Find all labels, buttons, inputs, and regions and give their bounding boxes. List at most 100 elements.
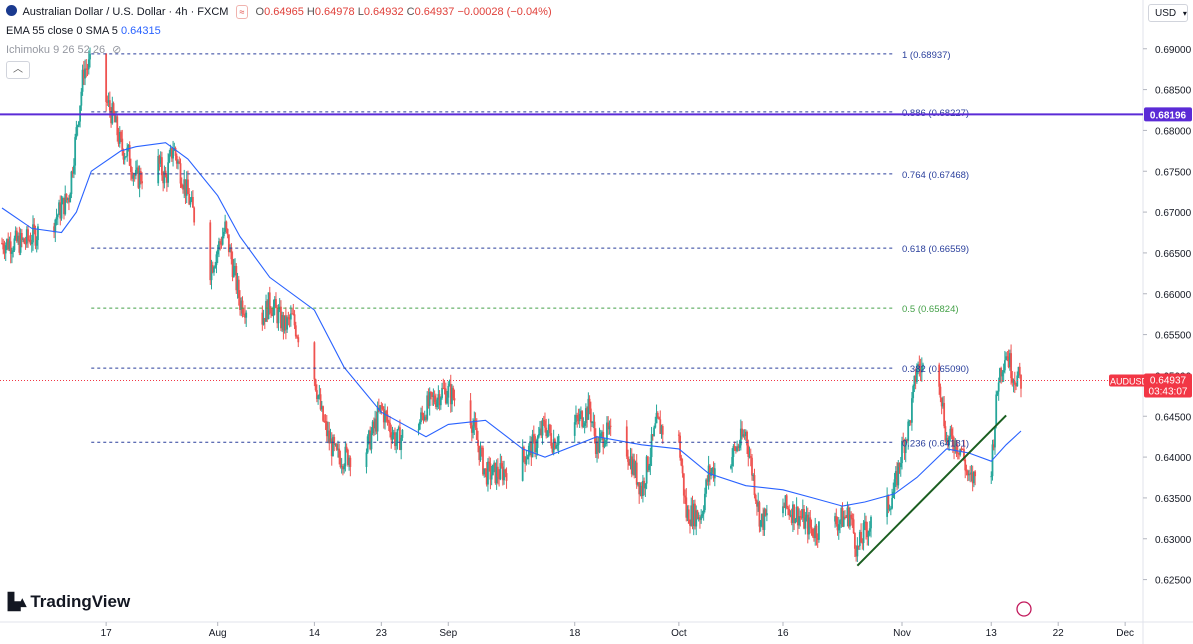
candle-body — [757, 502, 760, 507]
collapse-legend-button[interactable]: ︿ — [6, 61, 30, 79]
candle-body — [537, 434, 540, 438]
candle-body — [108, 100, 111, 111]
candle-body — [944, 426, 947, 442]
candle-body — [504, 469, 507, 474]
candle-body — [339, 457, 342, 467]
candle-body — [784, 495, 787, 508]
candle-body — [434, 402, 437, 407]
candle-body — [110, 110, 112, 124]
candle-body — [382, 409, 385, 423]
candle-body — [192, 197, 194, 208]
candle-body — [211, 265, 214, 273]
candle-body — [870, 516, 872, 529]
candle-body — [77, 121, 80, 126]
candle-body — [803, 509, 805, 529]
candle-body — [37, 226, 39, 241]
candle-body — [369, 430, 372, 450]
candle-body — [625, 426, 628, 457]
candle-body — [227, 234, 230, 253]
candle-body — [804, 517, 807, 529]
candle-body — [320, 406, 323, 410]
time-tick-label: 22 — [1053, 628, 1065, 639]
ema-55-line — [1, 142, 1022, 507]
candle-body — [268, 292, 271, 309]
candle-body — [708, 465, 711, 476]
fib-level-label: 0.886 (0.68227) — [902, 108, 969, 119]
candle-body — [711, 467, 714, 472]
symbol-title[interactable]: Australian Dollar / U.S. Dollar · 4h · F… — [22, 6, 229, 18]
candle-body — [168, 154, 171, 163]
candle-body — [1003, 360, 1006, 371]
candle-body — [291, 313, 293, 315]
candle-body — [679, 435, 681, 458]
aud-usd-flag-icon — [6, 5, 17, 16]
candle-body — [996, 391, 999, 395]
ema-legend[interactable]: EMA 55 close 0 SMA 5 0.64315 — [6, 25, 161, 37]
candle-body — [19, 233, 22, 253]
candle-body — [444, 388, 447, 404]
candle-body — [857, 545, 860, 547]
candle-body — [81, 69, 84, 92]
candle-body — [1007, 356, 1010, 368]
candle-body — [557, 435, 560, 445]
price-tick-label: 0.63000 — [1155, 535, 1192, 546]
candle-body — [892, 491, 895, 499]
candle-body — [427, 395, 430, 406]
candle-body — [85, 68, 88, 70]
candle-body — [633, 459, 636, 476]
candle-body — [328, 430, 331, 444]
candle-body — [313, 342, 316, 380]
candle-body — [551, 445, 554, 453]
hidden-eye-icon[interactable]: ⊘ — [112, 44, 122, 56]
candle-body — [792, 504, 794, 523]
candle-body — [210, 265, 213, 281]
candle-body — [283, 315, 286, 331]
ichimoku-legend[interactable]: Ichimoku 9 26 52 26 ⊘ — [6, 43, 121, 56]
candle-body — [904, 439, 907, 453]
candle-body — [25, 229, 28, 244]
candle-body — [550, 433, 553, 446]
candle-body — [289, 313, 292, 320]
candle-body — [330, 438, 333, 457]
candle-body — [275, 299, 277, 309]
candle-body — [813, 536, 815, 539]
candle-body — [628, 461, 631, 466]
candle-body — [846, 507, 849, 518]
candle-body — [125, 156, 127, 158]
ema-label: EMA 55 close 0 SMA 5 — [6, 25, 118, 37]
candle-body — [490, 475, 493, 480]
candle-body — [170, 148, 173, 159]
candle-body — [913, 375, 916, 386]
candle-body — [863, 521, 866, 524]
candle-body — [394, 432, 396, 447]
candle-body — [730, 465, 732, 469]
magic-wand-icon[interactable] — [1016, 601, 1032, 617]
candle-body — [651, 434, 654, 436]
candle-body — [284, 315, 287, 330]
candle-body — [317, 395, 320, 399]
candle-body — [442, 387, 445, 389]
candle-body — [113, 113, 116, 123]
candle-body — [790, 514, 793, 523]
currency-button[interactable]: USD ▾ — [1148, 4, 1188, 22]
candle-body — [907, 421, 910, 441]
candle-body — [65, 193, 68, 200]
candle-body — [139, 171, 142, 182]
candle-body — [642, 480, 644, 496]
candle-body — [123, 156, 126, 160]
candle-body — [713, 468, 716, 479]
candle-body — [370, 433, 373, 450]
market-status-badge[interactable]: ≈ — [235, 5, 249, 19]
candle-body — [1012, 381, 1015, 383]
candle-body — [60, 204, 63, 219]
candle-body — [315, 390, 318, 399]
candle-body — [521, 447, 524, 481]
candle-body — [423, 416, 426, 421]
candle-body — [495, 466, 498, 484]
candle-body — [399, 427, 401, 450]
candle-body — [282, 315, 285, 331]
candle-body — [56, 214, 59, 218]
candle-body — [436, 399, 439, 407]
fib-level-label: 1 (0.68937) — [902, 50, 951, 61]
